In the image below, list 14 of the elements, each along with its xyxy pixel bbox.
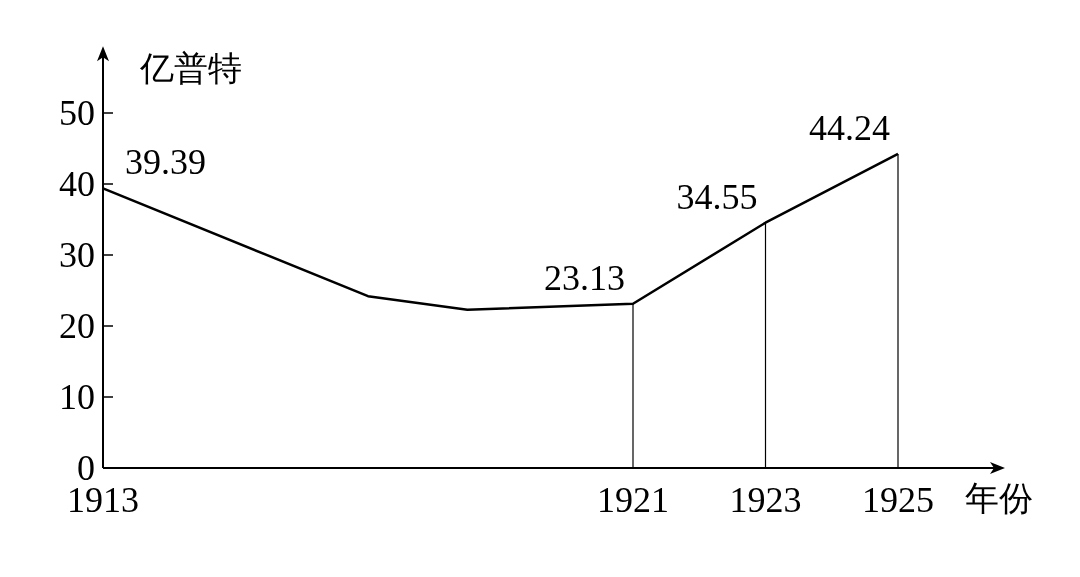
- y-axis-title: 亿普特: [139, 50, 242, 87]
- x-tick-label: 1921: [597, 480, 669, 520]
- x-axis-title: 年份: [965, 480, 1033, 517]
- y-tick-label: 40: [59, 164, 95, 204]
- y-tick-label: 20: [59, 306, 95, 346]
- data-label: 34.55: [676, 176, 758, 217]
- x-tick-label: 1925: [862, 480, 934, 520]
- x-tick-label: 1923: [729, 480, 802, 520]
- data-label: 44.24: [809, 107, 890, 148]
- y-tick-label: 30: [59, 235, 95, 275]
- y-tick-label: 50: [59, 93, 95, 133]
- y-tick-label: 10: [59, 377, 95, 417]
- data-label: 39.39: [125, 142, 206, 183]
- data-label: 23.13: [544, 257, 625, 298]
